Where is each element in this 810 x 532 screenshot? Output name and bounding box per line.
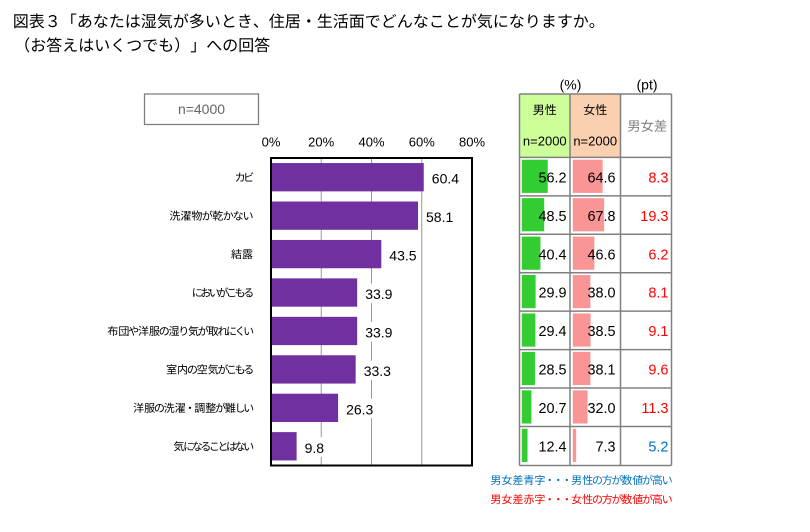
svg-text:46.6: 46.6	[587, 247, 615, 263]
svg-text:32.0: 32.0	[587, 401, 615, 417]
svg-text:n=2000: n=2000	[573, 133, 617, 148]
svg-text:67.8: 67.8	[587, 209, 615, 225]
svg-text:58.1: 58.1	[426, 209, 453, 225]
svg-text:29.9: 29.9	[538, 286, 566, 302]
svg-text:38.5: 38.5	[587, 324, 615, 340]
svg-text:9.1: 9.1	[648, 324, 668, 340]
svg-text:8.3: 8.3	[648, 170, 668, 186]
svg-text:9.8: 9.8	[305, 440, 325, 456]
svg-text:n=4000: n=4000	[178, 101, 225, 117]
svg-text:33.3: 33.3	[364, 363, 391, 379]
svg-text:8.1: 8.1	[648, 286, 668, 302]
svg-text:20%: 20%	[308, 135, 334, 150]
svg-text:11.3: 11.3	[641, 401, 668, 417]
svg-text:0%: 0%	[262, 135, 281, 150]
svg-text:80%: 80%	[459, 135, 485, 150]
svg-text:40%: 40%	[358, 135, 384, 150]
svg-text:6.2: 6.2	[648, 247, 668, 263]
svg-text:56.2: 56.2	[538, 170, 566, 186]
svg-text:38.1: 38.1	[587, 363, 615, 379]
svg-text:29.4: 29.4	[538, 324, 566, 340]
svg-text:38.0: 38.0	[587, 286, 615, 302]
svg-text:33.9: 33.9	[365, 286, 392, 302]
svg-text:33.9: 33.9	[365, 324, 392, 340]
svg-text:9.6: 9.6	[648, 363, 668, 379]
svg-text:(pt): (pt)	[637, 77, 658, 93]
svg-text:7.3: 7.3	[595, 439, 615, 455]
svg-text:43.5: 43.5	[389, 248, 416, 264]
svg-text:(%): (%)	[560, 77, 582, 93]
svg-text:60%: 60%	[409, 135, 435, 150]
svg-text:40.4: 40.4	[538, 247, 566, 263]
svg-text:26.3: 26.3	[346, 401, 373, 417]
svg-text:60.4: 60.4	[432, 171, 459, 187]
svg-text:n=2000: n=2000	[523, 133, 567, 148]
svg-text:19.3: 19.3	[640, 209, 668, 225]
svg-text:28.5: 28.5	[538, 363, 566, 379]
svg-text:64.6: 64.6	[587, 170, 615, 186]
svg-text:5.2: 5.2	[648, 439, 668, 455]
svg-text:12.4: 12.4	[538, 439, 566, 455]
svg-text:48.5: 48.5	[538, 209, 566, 225]
svg-text:20.7: 20.7	[538, 401, 566, 417]
